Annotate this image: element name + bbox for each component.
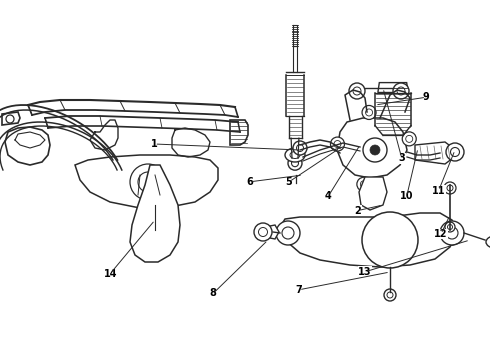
Circle shape (138, 172, 158, 192)
Circle shape (444, 182, 456, 194)
Circle shape (293, 141, 307, 155)
Circle shape (363, 138, 387, 162)
Polygon shape (359, 177, 387, 210)
Circle shape (384, 289, 396, 301)
Ellipse shape (285, 148, 305, 162)
Text: 9: 9 (423, 92, 430, 102)
Circle shape (276, 221, 300, 245)
Text: 3: 3 (398, 153, 405, 163)
Circle shape (362, 105, 376, 120)
Text: 11: 11 (432, 186, 445, 196)
Circle shape (402, 132, 416, 146)
Circle shape (445, 222, 455, 232)
Text: 13: 13 (358, 267, 372, 277)
Ellipse shape (486, 236, 490, 248)
Polygon shape (130, 165, 180, 262)
Circle shape (357, 177, 371, 191)
Circle shape (446, 143, 464, 161)
Text: 8: 8 (210, 288, 217, 298)
Circle shape (370, 145, 380, 155)
Text: 2: 2 (354, 206, 361, 216)
Circle shape (440, 221, 464, 245)
Text: 12: 12 (434, 229, 448, 239)
Polygon shape (230, 120, 248, 145)
Polygon shape (415, 142, 453, 164)
Circle shape (362, 212, 418, 268)
Circle shape (288, 156, 302, 170)
Polygon shape (337, 118, 407, 178)
Text: 1: 1 (151, 139, 158, 149)
Polygon shape (280, 213, 455, 267)
Text: 14: 14 (103, 269, 117, 279)
Text: 7: 7 (295, 285, 302, 295)
Polygon shape (2, 112, 20, 125)
Circle shape (393, 83, 409, 99)
Polygon shape (265, 225, 279, 239)
Circle shape (254, 223, 272, 241)
Circle shape (330, 137, 344, 151)
Circle shape (349, 83, 365, 99)
Circle shape (6, 115, 14, 123)
Polygon shape (5, 127, 50, 165)
Circle shape (130, 164, 166, 200)
Polygon shape (75, 155, 218, 208)
Text: 6: 6 (246, 177, 253, 187)
Circle shape (433, 149, 447, 163)
Text: 4: 4 (325, 191, 332, 201)
Text: 10: 10 (400, 191, 414, 201)
Text: 5: 5 (286, 177, 293, 187)
